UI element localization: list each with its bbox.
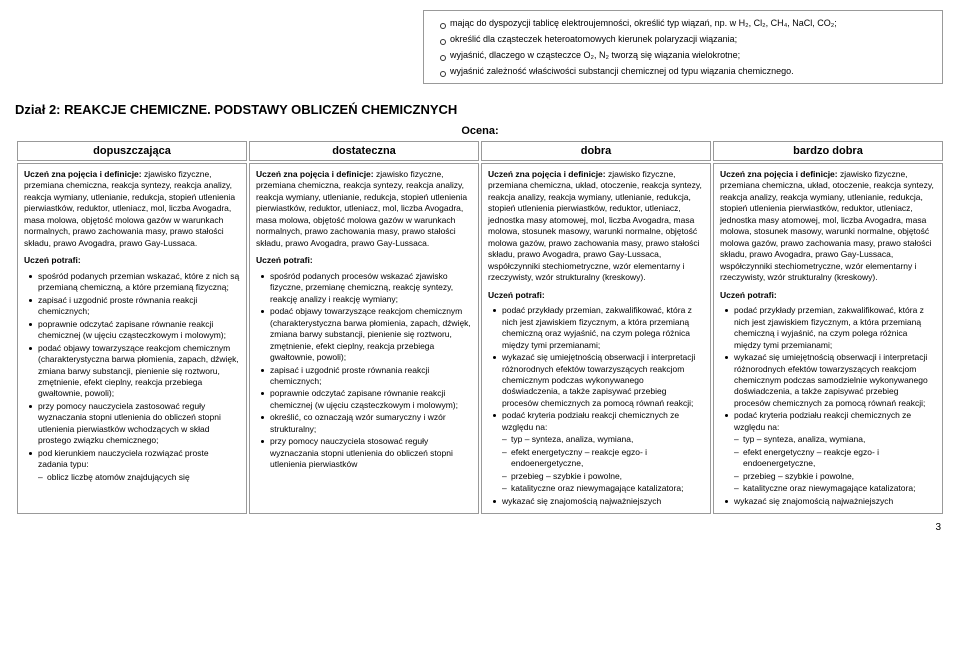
list-item: wykazać się umiejętnością obserwacji i i… [725,352,936,410]
ocena-label: Ocena: [15,125,945,137]
intro: Uczeń zna pojęcia i definicje: zjawisko … [256,169,472,249]
cell-dostateczna: Uczeń zna pojęcia i definicje: zjawisko … [249,163,479,514]
list-item: zapisać i uzgodnić proste równania reakc… [261,365,472,389]
list-item: typ – synteza, analiza, wymiana, [493,434,704,446]
cell-bardzo-dobra: Uczeń zna pojęcia i definicje: zjawisko … [713,163,943,514]
list-item: katalityczne oraz niewymagające kataliza… [725,483,936,495]
list-item: podać kryteria podziału reakcji chemiczn… [493,410,704,434]
list-item: poprawnie odczytać zapisane równanie rea… [29,319,240,343]
list-item: podać przykłady przemian, zakwalifikować… [725,305,936,352]
grade-table: dopuszczająca dostateczna dobra bardzo d… [15,139,945,516]
list-item: katalityczne oraz niewymagające kataliza… [493,483,704,495]
cell-dobra: Uczeń zna pojęcia i definicje: zjawisko … [481,163,711,514]
list-item: przebieg – szybkie i powolne, [493,471,704,483]
list-item: zapisać i uzgodnić proste równania reakc… [29,295,240,319]
potrafi-label: Uczeń potrafi: [24,255,240,266]
list-item: spośród podanych przemian wskazać, które… [29,271,240,295]
col-header: dopuszczająca [17,141,247,161]
section-title: Dział 2: REAKCJE CHEMICZNE. PODSTAWY OBL… [15,102,945,117]
list-item: wykazać się znajomością najważniejszych [493,496,704,508]
list-item: poprawnie odczytać zapisane równanie rea… [261,388,472,412]
col-header: dobra [481,141,711,161]
list-item: typ – synteza, analiza, wymiana, [725,434,936,446]
intro: Uczeń zna pojęcia i definicje: zjawisko … [720,169,936,284]
potrafi-label: Uczeń potrafi: [256,255,472,266]
list-item: wykazać się znajomością najważniejszych [725,496,936,508]
top-item: wyjaśnić, dlaczego w cząsteczce O₂, N₂ t… [440,47,934,63]
list-item: wykazać się umiejętnością obserwacji i i… [493,352,704,410]
col-header: bardzo dobra [713,141,943,161]
list-item: spośród podanych procesów wskazać zjawis… [261,271,472,306]
intro: Uczeń zna pojęcia i definicje: zjawisko … [24,169,240,249]
top-item: wyjaśnić zależność właściwości substancj… [440,63,934,79]
top-objectives-box: mając do dyspozycji tablicę elektroujemn… [423,10,943,84]
col-header: dostateczna [249,141,479,161]
top-item: określić dla cząsteczek heteroatomowych … [440,31,934,47]
list-item: efekt energetyczny – reakcje egzo- i end… [493,447,704,471]
list-item: podać kryteria podziału reakcji chemiczn… [725,410,936,434]
potrafi-label: Uczeń potrafi: [720,290,936,301]
cell-dopuszczajaca: Uczeń zna pojęcia i definicje: zjawisko … [17,163,247,514]
list-item: określić, co oznaczają wzór sumaryczny i… [261,412,472,436]
potrafi-label: Uczeń potrafi: [488,290,704,301]
list-item: pod kierunkiem nauczyciela rozwiązać pro… [29,448,240,472]
top-item: mając do dyspozycji tablicę elektroujemn… [440,15,934,31]
list-item: przebieg – szybkie i powolne, [725,471,936,483]
list-item: przy pomocy nauczyciela zastosować reguł… [29,401,240,448]
top-list: mając do dyspozycji tablicę elektroujemn… [432,15,934,79]
page-number: 3 [15,522,945,533]
intro: Uczeń zna pojęcia i definicje: zjawisko … [488,169,704,284]
list-item: podać objawy towarzyszące reakcjom chemi… [261,306,472,364]
list-item: efekt energetyczny – reakcje egzo- i end… [725,447,936,471]
list-item: oblicz liczbę atomów znajdujących się [29,472,240,484]
list-item: podać przykłady przemian, zakwalifikować… [493,305,704,352]
list-item: podać objawy towarzyszące reakcjom chemi… [29,343,240,401]
list-item: przy pomocy nauczyciela stosować reguły … [261,436,472,471]
